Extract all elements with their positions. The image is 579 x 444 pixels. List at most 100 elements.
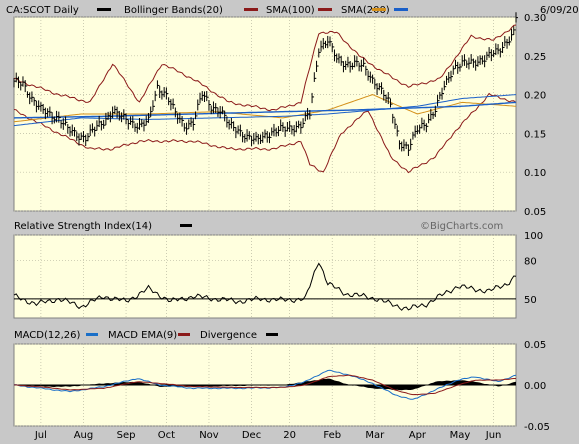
symbol-label: CA:SCOT Daily bbox=[6, 5, 79, 16]
price-bar bbox=[477, 56, 480, 67]
price-bar bbox=[282, 122, 285, 132]
y-tick-label: 0.10 bbox=[524, 168, 546, 179]
price-bar bbox=[40, 102, 43, 112]
price-bar bbox=[136, 122, 140, 134]
price-bar bbox=[147, 113, 151, 123]
price-bar bbox=[127, 119, 131, 130]
price-bar bbox=[53, 116, 57, 124]
price-bar bbox=[105, 112, 108, 126]
price-bar bbox=[203, 91, 207, 103]
price-bar bbox=[363, 57, 366, 67]
price-bar bbox=[293, 125, 297, 137]
price-bar bbox=[457, 61, 460, 74]
x-tick-label: Feb bbox=[323, 430, 341, 441]
price-bar bbox=[150, 106, 153, 117]
price-bar bbox=[228, 119, 232, 130]
price-bar bbox=[31, 91, 34, 103]
macd-legend-swatch bbox=[86, 333, 98, 336]
price-bar bbox=[358, 62, 362, 72]
macd-y-ticks: 0.05 0.00 -0.05 bbox=[524, 340, 550, 433]
price-bar bbox=[163, 87, 167, 98]
price-bar bbox=[369, 71, 373, 83]
price-bar bbox=[91, 123, 95, 133]
x-tick-label: Sep bbox=[117, 430, 136, 441]
price-bar bbox=[450, 70, 454, 82]
price-bar bbox=[365, 65, 368, 76]
price-bar bbox=[22, 76, 25, 87]
price-bar bbox=[441, 87, 445, 100]
rsi-plot-area bbox=[13, 234, 517, 319]
x-tick-label: 20 bbox=[283, 430, 296, 441]
price-bar bbox=[67, 124, 70, 134]
price-bar bbox=[338, 53, 341, 64]
price-bar bbox=[387, 92, 391, 105]
y-tick-label: 0.15 bbox=[524, 129, 546, 140]
price-bar bbox=[504, 36, 507, 47]
price-bar bbox=[80, 132, 84, 141]
price-bar bbox=[74, 127, 77, 137]
price-bar bbox=[251, 135, 254, 147]
price-bar bbox=[257, 133, 261, 145]
price-bar bbox=[347, 56, 350, 68]
price-bar bbox=[266, 131, 270, 143]
sma200-legend-label: SMA(200) bbox=[341, 5, 390, 16]
y-tick-label: 0.05 bbox=[524, 340, 546, 351]
price-bar bbox=[230, 118, 234, 129]
price-bar bbox=[356, 56, 359, 67]
price-bar bbox=[168, 97, 171, 106]
price-bar bbox=[381, 82, 384, 95]
price-bar bbox=[264, 129, 267, 139]
price-bar bbox=[412, 131, 415, 140]
price-bar bbox=[239, 124, 243, 137]
price-bar bbox=[302, 118, 306, 128]
price-bar bbox=[452, 65, 456, 75]
price-bar bbox=[295, 121, 299, 133]
price-bar bbox=[439, 91, 442, 100]
price-bar bbox=[118, 110, 122, 121]
price-bar bbox=[475, 59, 478, 71]
price-bar bbox=[139, 118, 142, 130]
price-bar bbox=[392, 113, 395, 124]
price-bar bbox=[443, 80, 447, 91]
rsi-grid bbox=[14, 234, 516, 318]
price-bar bbox=[490, 49, 494, 62]
price-bar bbox=[401, 141, 404, 152]
price-bar bbox=[304, 111, 308, 122]
price-bar bbox=[65, 116, 68, 126]
price-bar bbox=[253, 132, 256, 145]
macd-legend-label: MACD(12,26) bbox=[14, 330, 81, 341]
price-bar bbox=[396, 125, 400, 137]
price-bar bbox=[217, 107, 220, 117]
price-bar bbox=[69, 126, 73, 137]
price-bar bbox=[459, 63, 462, 72]
price-bar bbox=[38, 100, 41, 110]
y-tick-label: 0.20 bbox=[524, 91, 546, 102]
divergence-legend-label: Divergence bbox=[200, 330, 257, 341]
price-bar bbox=[161, 90, 164, 100]
price-bar bbox=[71, 124, 75, 136]
price-bar bbox=[318, 48, 321, 58]
price-bar bbox=[333, 49, 337, 62]
price-bar bbox=[398, 140, 402, 150]
price-bar bbox=[390, 98, 393, 108]
price-bar bbox=[20, 81, 23, 91]
price-bar bbox=[329, 36, 332, 47]
price-bar bbox=[495, 43, 498, 56]
price-bar bbox=[62, 118, 66, 130]
price-bar bbox=[421, 117, 424, 129]
price-bar bbox=[212, 101, 216, 114]
price-bar bbox=[383, 89, 386, 101]
price-bar bbox=[340, 55, 344, 66]
price-bar bbox=[210, 105, 214, 115]
price-bar bbox=[374, 78, 377, 90]
price-bar bbox=[446, 75, 449, 86]
price-bar bbox=[260, 134, 263, 144]
rsi-series bbox=[13, 262, 517, 311]
bb-upper-line bbox=[13, 24, 517, 112]
macd-signal-line bbox=[14, 374, 516, 396]
price-bar bbox=[156, 80, 160, 89]
price-y-ticks: 0.30 0.25 0.20 0.15 0.10 0.05 bbox=[524, 13, 546, 218]
price-bar bbox=[51, 112, 55, 125]
price-bar bbox=[143, 120, 146, 132]
price-bar bbox=[307, 107, 310, 120]
